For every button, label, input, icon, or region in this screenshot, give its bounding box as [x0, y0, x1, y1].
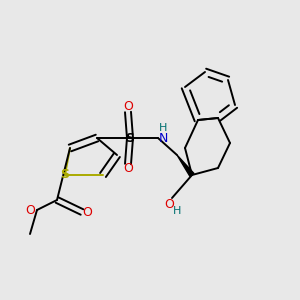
Text: S: S — [61, 169, 70, 182]
Text: H: H — [159, 123, 167, 133]
Text: N: N — [158, 131, 168, 145]
Text: O: O — [82, 206, 92, 218]
Text: H: H — [173, 206, 181, 216]
Text: O: O — [123, 163, 133, 176]
Polygon shape — [177, 155, 194, 176]
Text: O: O — [123, 100, 133, 113]
Text: O: O — [25, 203, 35, 217]
Text: S: S — [125, 131, 134, 145]
Text: O: O — [164, 199, 174, 212]
